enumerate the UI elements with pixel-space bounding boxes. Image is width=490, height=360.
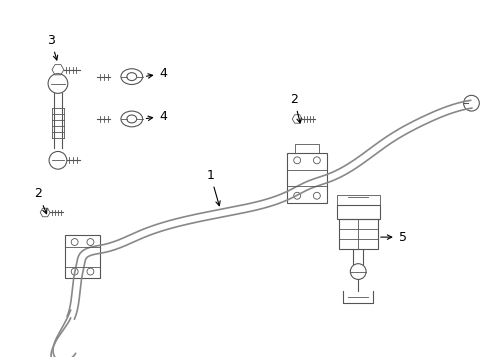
Text: 2: 2 <box>34 187 47 214</box>
Text: 4: 4 <box>147 67 167 80</box>
Text: 3: 3 <box>47 34 58 60</box>
Text: 5: 5 <box>381 231 407 244</box>
Text: 2: 2 <box>290 93 301 123</box>
Text: 1: 1 <box>207 168 220 206</box>
Text: 4: 4 <box>147 109 167 122</box>
